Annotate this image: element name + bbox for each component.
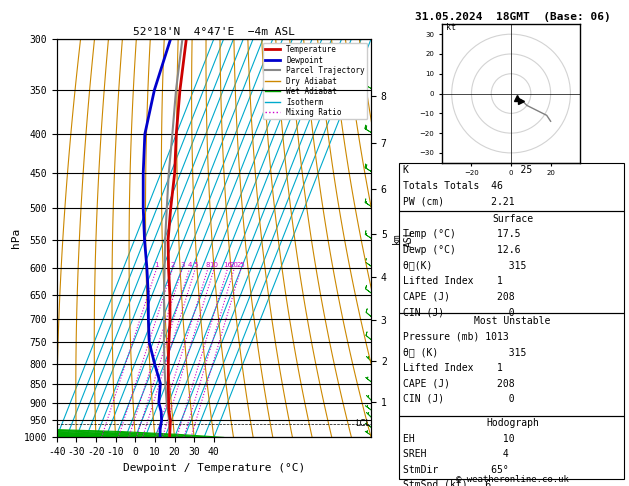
Title: 52°18'N  4°47'E  −4m ASL: 52°18'N 4°47'E −4m ASL	[133, 27, 295, 37]
Text: SREH             4: SREH 4	[403, 449, 509, 459]
Text: EH               10: EH 10	[403, 434, 515, 444]
Text: 2: 2	[170, 262, 175, 268]
Text: Pressure (mb) 1013: Pressure (mb) 1013	[403, 331, 509, 342]
Text: 8: 8	[206, 262, 210, 268]
Text: 16: 16	[223, 262, 232, 268]
Text: © weatheronline.co.uk: © weatheronline.co.uk	[456, 474, 569, 484]
Y-axis label: km
ASL: km ASL	[392, 229, 414, 247]
Text: Most Unstable: Most Unstable	[474, 316, 551, 326]
Text: K                   25: K 25	[403, 165, 532, 175]
Text: LCL: LCL	[355, 419, 370, 428]
Text: kt: kt	[446, 23, 456, 32]
Text: Lifted Index    1: Lifted Index 1	[403, 363, 503, 373]
Text: CAPE (J)        208: CAPE (J) 208	[403, 292, 515, 302]
Text: Lifted Index    1: Lifted Index 1	[403, 276, 503, 286]
Text: PW (cm)        2.21: PW (cm) 2.21	[403, 196, 515, 207]
Text: 31.05.2024  18GMT  (Base: 06): 31.05.2024 18GMT (Base: 06)	[415, 12, 611, 22]
Text: 1: 1	[154, 262, 159, 268]
Text: θᴇ (K)            315: θᴇ (K) 315	[403, 347, 526, 357]
Text: 4: 4	[187, 262, 192, 268]
Text: 3: 3	[180, 262, 185, 268]
Y-axis label: hPa: hPa	[11, 228, 21, 248]
Text: Temp (°C)       17.5: Temp (°C) 17.5	[403, 229, 521, 240]
Text: 25: 25	[237, 262, 245, 268]
Text: Totals Totals  46: Totals Totals 46	[403, 181, 503, 191]
Text: CAPE (J)        208: CAPE (J) 208	[403, 378, 515, 388]
Text: CIN (J)           0: CIN (J) 0	[403, 307, 515, 317]
Text: Hodograph: Hodograph	[486, 418, 539, 428]
Text: StmDir         65°: StmDir 65°	[403, 465, 509, 475]
Text: 5: 5	[193, 262, 198, 268]
Text: StmSpd (kt)   6: StmSpd (kt) 6	[403, 480, 491, 486]
Text: θᴇ(K)             315: θᴇ(K) 315	[403, 260, 526, 271]
Text: Dewp (°C)       12.6: Dewp (°C) 12.6	[403, 245, 521, 255]
Text: Surface: Surface	[492, 214, 533, 224]
Text: 20: 20	[230, 262, 239, 268]
Legend: Temperature, Dewpoint, Parcel Trajectory, Dry Adiabat, Wet Adiabat, Isotherm, Mi: Temperature, Dewpoint, Parcel Trajectory…	[263, 43, 367, 120]
Text: 10: 10	[209, 262, 219, 268]
Text: CIN (J)           0: CIN (J) 0	[403, 394, 515, 404]
X-axis label: Dewpoint / Temperature (°C): Dewpoint / Temperature (°C)	[123, 463, 305, 473]
